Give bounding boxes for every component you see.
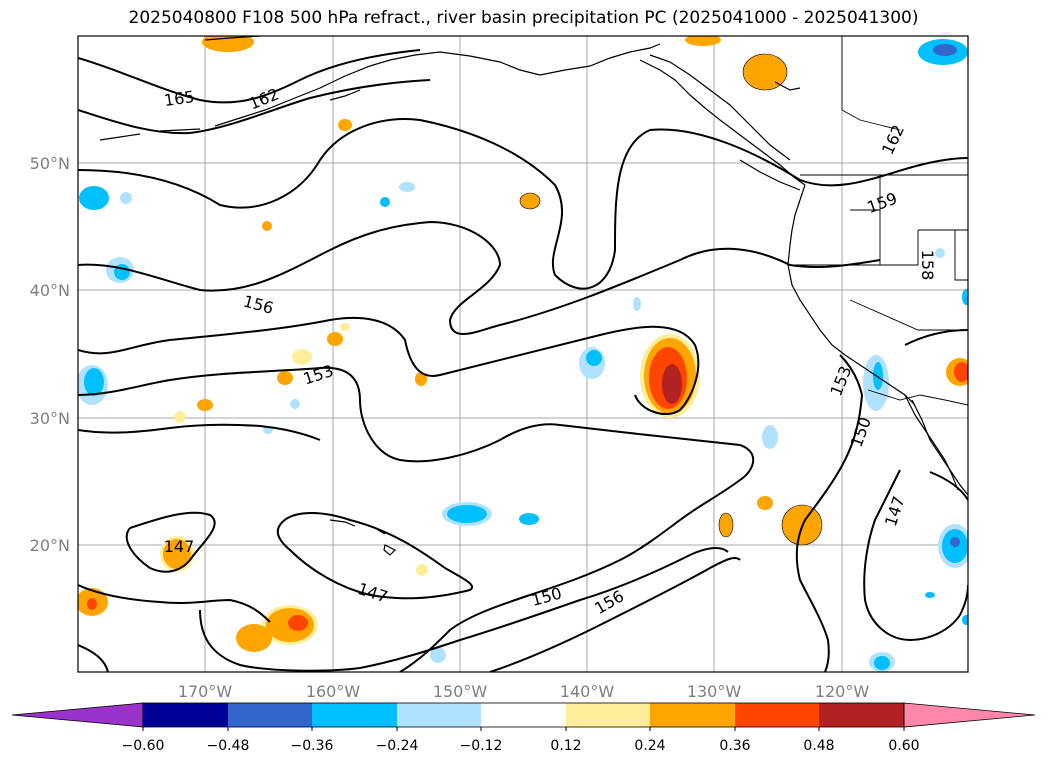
longitude-labels: 170°W 160°W 150°W 140°W 130°W 120°W	[178, 682, 870, 701]
colorbar-bin	[735, 703, 819, 727]
lon-label-170w: 170°W	[178, 682, 233, 701]
borders	[795, 36, 968, 406]
colorbar-tick-label: 0.36	[719, 738, 750, 754]
lat-label-20n: 20°N	[30, 536, 70, 555]
colorbar-tick-label: −0.48	[207, 738, 250, 754]
colorbar-bin	[650, 703, 735, 727]
lon-label-150w: 150°W	[433, 682, 488, 701]
colorbar-extend-high	[903, 702, 1036, 728]
lon-label-130w: 130°W	[687, 682, 742, 701]
colorbar-bin	[819, 703, 904, 727]
colorbar-bin	[312, 703, 397, 727]
colorbar-tick-label: 0.60	[888, 738, 919, 754]
colorbar-tick-label: 0.48	[803, 738, 834, 754]
colorbar-tick-label: 0.24	[634, 738, 665, 754]
lon-label-160w: 160°W	[306, 682, 361, 701]
colorbar-bin	[481, 703, 566, 727]
lat-label-40n: 40°N	[30, 281, 70, 300]
colorbar-tick-label: 0.12	[550, 738, 581, 754]
lat-label-30n: 30°N	[30, 409, 70, 428]
map-title: 2025040800 F108 500 hPa refract., river …	[128, 8, 919, 28]
colorbar-bin	[228, 703, 312, 727]
colorbar-bin	[143, 703, 228, 727]
colorbar-tick-label: −0.24	[376, 738, 419, 754]
contour-label-165: 165	[163, 87, 196, 110]
latitude-labels: 50°N 40°N 30°N 20°N	[30, 154, 70, 555]
refractivity-contours	[78, 49, 968, 672]
colorbar-bin	[397, 703, 481, 727]
coastlines	[99, 36, 968, 556]
colorbar-bin	[566, 703, 650, 727]
contour-label-147: 147	[164, 537, 195, 556]
lat-label-50n: 50°N	[30, 154, 70, 173]
colorbar-tick-label: −0.60	[122, 738, 165, 754]
colorbar: −0.60 −0.48 −0.36 −0.24 −0.12 0.12 0.24 …	[11, 702, 1036, 754]
colorbar-frame	[142, 702, 905, 728]
map-frame	[77, 35, 969, 673]
lon-label-120w: 120°W	[815, 682, 870, 701]
colorbar-tick-label: −0.36	[291, 738, 334, 754]
colorbar-tick-label: −0.12	[460, 738, 503, 754]
lon-label-140w: 140°W	[560, 682, 615, 701]
colorbar-extend-low	[11, 702, 144, 728]
contour-label-158: 158	[918, 250, 937, 281]
